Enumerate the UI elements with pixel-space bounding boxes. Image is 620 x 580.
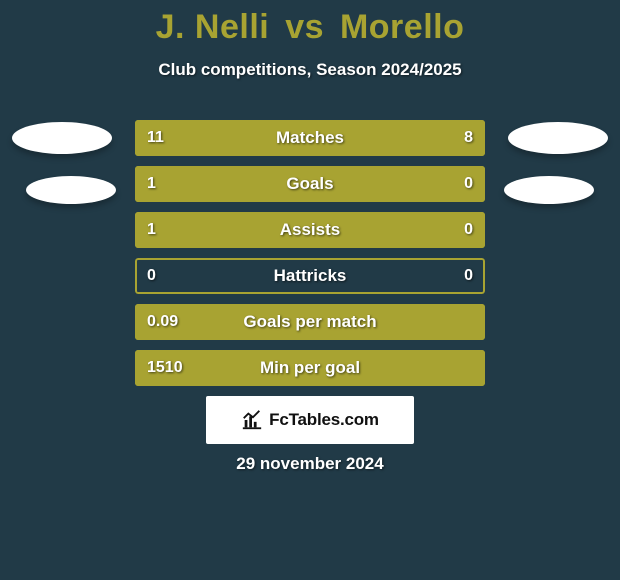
stat-value-right: 8 xyxy=(464,120,473,156)
stat-row: Hattricks0 0 xyxy=(135,258,485,294)
player2-club-placeholder xyxy=(504,176,594,204)
stat-label: Hattricks xyxy=(135,258,485,294)
player2-avatar-placeholder xyxy=(508,122,608,154)
stat-label: Matches xyxy=(135,120,485,156)
stat-row: Min per goal1510 xyxy=(135,350,485,386)
stat-label: Assists xyxy=(135,212,485,248)
player1-club-placeholder xyxy=(26,176,116,204)
stat-row: Assists1 0 xyxy=(135,212,485,248)
brand-text: FcTables.com xyxy=(269,410,379,430)
brand-badge: FcTables.com xyxy=(206,396,414,444)
stat-value-right: 0 xyxy=(464,166,473,202)
date-label: 29 november 2024 xyxy=(0,454,620,474)
stat-label: Goals per match xyxy=(135,304,485,340)
stat-value-left: 11 xyxy=(147,120,164,156)
stat-value-left: 1510 xyxy=(147,350,183,386)
stat-value-left: 1 xyxy=(147,212,156,248)
stat-label: Min per goal xyxy=(135,350,485,386)
stat-row: Matches11 8 xyxy=(135,120,485,156)
stat-bars: Matches118Goals10Assists10Hattricks00Goa… xyxy=(135,120,485,396)
stat-row: Goals1 0 xyxy=(135,166,485,202)
subtitle: Club competitions, Season 2024/2025 xyxy=(0,60,620,80)
page-title: J. Nelli vs Morello xyxy=(0,8,620,47)
stat-value-right: 0 xyxy=(464,212,473,248)
player1-avatar-placeholder xyxy=(12,122,112,154)
stat-label: Goals xyxy=(135,166,485,202)
stat-value-left: 0 xyxy=(147,258,156,294)
player2-name: Morello xyxy=(340,8,464,46)
comparison-infographic: J. Nelli vs Morello Club competitions, S… xyxy=(0,0,620,580)
stat-value-left: 1 xyxy=(147,166,156,202)
brand-chart-icon xyxy=(241,409,263,431)
stat-value-left: 0.09 xyxy=(147,304,178,340)
player1-name: J. Nelli xyxy=(156,8,270,46)
stat-value-right: 0 xyxy=(464,258,473,294)
vs-label: vs xyxy=(285,8,324,46)
stat-row: Goals per match0.09 xyxy=(135,304,485,340)
